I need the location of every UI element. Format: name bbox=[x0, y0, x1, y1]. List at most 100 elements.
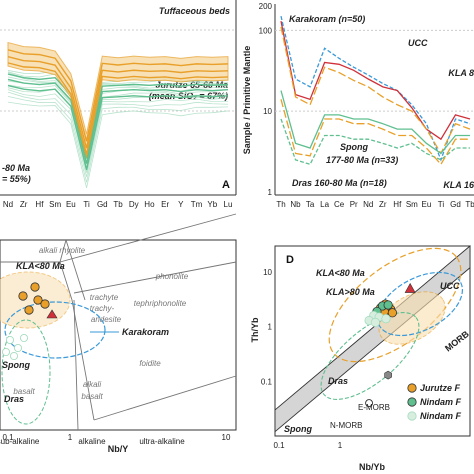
jurutze-series-line bbox=[7, 49, 229, 142]
panel-a-x-tick: Ti bbox=[83, 200, 90, 209]
green-sample-line bbox=[7, 71, 229, 155]
panel-b-series-label: Dras 160-80 Ma (n=18) bbox=[292, 178, 387, 188]
field-label: foidite bbox=[139, 359, 161, 368]
dras-label: Dras bbox=[4, 394, 24, 404]
series-note-jurutze: (mean SiO₂ = 67%) bbox=[149, 91, 228, 101]
field-label: trachy- bbox=[90, 304, 115, 313]
panel-d-sample-point bbox=[387, 308, 398, 318]
panel-a-x-tick: Yb bbox=[207, 200, 217, 209]
field-label: alkali rhyolite bbox=[39, 246, 86, 255]
field-label: alkaline bbox=[78, 437, 106, 446]
panel-d-y-tick: 10 bbox=[263, 268, 272, 277]
panel-d-annotation: KLA<80 Ma bbox=[316, 268, 365, 278]
green-sample-line bbox=[7, 91, 229, 177]
field-label: basalt bbox=[81, 392, 103, 401]
green-sample-line bbox=[7, 95, 229, 183]
field-boundary bbox=[73, 299, 79, 431]
karakoram-envelope bbox=[4, 301, 106, 359]
field-label: trachyte bbox=[90, 293, 119, 302]
field-boundary bbox=[59, 213, 237, 263]
panel-b-x-tick: Zr bbox=[379, 200, 387, 209]
kla-point bbox=[33, 295, 43, 305]
panel-b-y-tick: 1 bbox=[268, 188, 273, 197]
ucc-marker bbox=[46, 309, 58, 319]
field-label: andesite bbox=[91, 315, 122, 324]
jurutze-series-line bbox=[7, 62, 229, 155]
panel-a: Tuffaceous beds Jurutze 65-60 Ma (mean S… bbox=[0, 0, 237, 209]
field-boundary bbox=[59, 261, 95, 421]
panel-b-y-tick: 100 bbox=[259, 26, 273, 35]
green-sample-line bbox=[7, 101, 229, 188]
series-label-green: -80 Ma bbox=[2, 163, 30, 173]
panel-b-series-label: 177-80 Ma (n=33) bbox=[326, 155, 398, 165]
panel-b-x-tick: Ti bbox=[438, 200, 445, 209]
panel-a-x-tick: Hf bbox=[35, 200, 44, 209]
field-label: tephriphonolite bbox=[134, 299, 187, 308]
nindam-point bbox=[19, 333, 29, 343]
nindam-point bbox=[13, 343, 23, 353]
dras-envelope bbox=[320, 312, 420, 400]
field-boundary bbox=[73, 261, 237, 294]
panel-d-frame bbox=[274, 245, 471, 437]
n-morb-marker bbox=[365, 399, 374, 408]
panel-c-x-tick: 0.1 bbox=[2, 433, 14, 442]
panel-b-series-line bbox=[280, 20, 471, 141]
panel-b-series-line bbox=[280, 118, 470, 166]
panel-d-x-tick: 0.1 bbox=[273, 441, 285, 450]
panel-a-x-tick: Nd bbox=[3, 200, 13, 209]
panel-a-x-tick: Eu bbox=[66, 200, 76, 209]
panel-d: Nb/Yb Th/Yb D KLA<80 Ma KLA>80 Ma UCC Dras S… bbox=[250, 245, 471, 472]
panel-b-series-label: UCC bbox=[408, 38, 428, 48]
panel-d-annotation: KLA>80 Ma bbox=[326, 287, 375, 297]
panel-b-series-label: KLA 16 bbox=[443, 180, 474, 190]
panel-b-series-line bbox=[280, 15, 471, 162]
field-label: sub-alkaline bbox=[0, 437, 40, 446]
kla-point bbox=[30, 282, 40, 292]
panel-a-x-tick: Lu bbox=[224, 200, 233, 209]
green-series-line bbox=[7, 73, 229, 159]
panel-b-x-tick: Tb bbox=[465, 200, 474, 209]
panel-d-sample-point bbox=[383, 300, 393, 310]
field-boundary bbox=[93, 375, 237, 421]
series-note-green: = 55%) bbox=[2, 174, 31, 184]
panel-d-annotation: E-MORB bbox=[358, 403, 390, 412]
karakoram-label: Karakoram bbox=[122, 327, 169, 337]
panel-b-series-line bbox=[280, 90, 470, 155]
field-label: alkali bbox=[83, 380, 101, 389]
panel-b: Sample / Primitive Mantle 200 100 10 1Th Nb T… bbox=[242, 2, 474, 209]
legend-label: Nindam F bbox=[420, 411, 462, 421]
panel-b-x-tick: Pr bbox=[350, 200, 358, 209]
panel-a-x-tick: Sm bbox=[49, 200, 61, 209]
panel-b-y-tick: 10 bbox=[263, 107, 272, 116]
panel-d-x-tick: 1 bbox=[338, 441, 343, 450]
panel-b-x-tick: Eu bbox=[421, 200, 431, 209]
ucc-marker bbox=[404, 282, 416, 293]
panel-d-x-label: Nb/Yb bbox=[359, 462, 386, 472]
nindam-point bbox=[1, 347, 11, 357]
panel-b-series-label: Karakoram (n=50) bbox=[289, 14, 365, 24]
legend-marker bbox=[407, 397, 417, 407]
panel-a-title: Tuffaceous beds bbox=[159, 6, 230, 16]
panel-c-frame bbox=[0, 239, 237, 431]
panel-b-series-line bbox=[280, 99, 470, 166]
field-boundary bbox=[65, 239, 86, 301]
panel-c-x-label: Nb/Y bbox=[108, 444, 129, 454]
panel-a-x-tick: Y bbox=[178, 200, 184, 209]
legend-marker bbox=[407, 411, 417, 421]
panel-b-x-tick: La bbox=[320, 200, 329, 209]
panel-b-x-tick: Sm bbox=[406, 200, 418, 209]
green-sample-line bbox=[7, 89, 229, 173]
karakoram-envelope bbox=[376, 271, 464, 337]
panel-b-series-label: Spong bbox=[340, 142, 368, 152]
kla-lt80-envelope bbox=[378, 291, 446, 345]
panel-b-y-tick: 200 bbox=[259, 2, 273, 11]
spong-label: Spong bbox=[2, 360, 30, 370]
green-sample-line bbox=[7, 87, 229, 171]
panel-b-x-tick: Hf bbox=[393, 200, 402, 209]
panel-a-x-tick: Ho bbox=[144, 200, 155, 209]
kla-label: KLA<80 Ma bbox=[16, 261, 65, 271]
kla-point bbox=[24, 305, 34, 315]
field-label: basalt bbox=[13, 387, 35, 396]
green-sample-line bbox=[7, 76, 229, 164]
